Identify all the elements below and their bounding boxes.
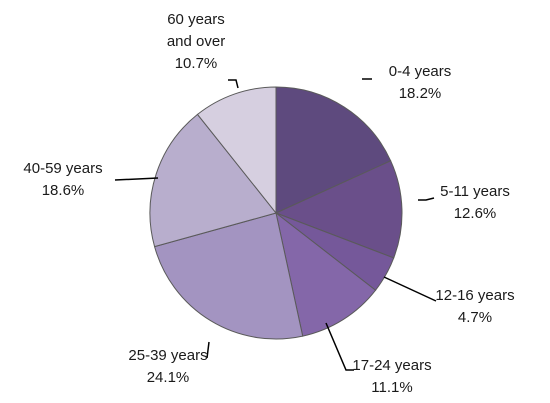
slice-label-6: 40-59 years 18.6% [23,160,102,199]
slice-category-label: 60 years [167,11,225,28]
slice-value-label: 18.6% [42,182,85,199]
leader-line-6 [114,177,159,181]
slice-category-label: 5-11 years [440,183,510,200]
leader-line-7 [228,79,239,89]
leader-line-2 [418,197,435,201]
pie-slice-4 [275,211,377,337]
slice-label-3: 12-16 years 4.7% [435,287,514,326]
slice-label-5: 25-39 years 24.1% [128,347,207,386]
pie-slices [149,86,403,340]
slice-value-label: 24.1% [147,369,190,386]
slice-label-1: 0-4 years 18.2% [389,63,452,102]
pie-slice-6 [149,113,277,248]
slice-category-label: and over [167,33,225,50]
leader-line-4 [325,322,354,371]
slice-category-label: 17-24 years [352,357,431,374]
slice-label-2: 5-11 years 12.6% [440,183,510,222]
leader-lines [114,78,437,371]
slice-value-label: 12.6% [454,205,497,222]
slice-value-label: 11.1% [371,379,412,396]
leader-line-3 [383,276,437,302]
slice-category-label: 0-4 years [389,63,452,80]
pie-slice-1 [275,86,392,214]
slice-label-7: 60 years and over 10.7% [167,11,225,72]
slice-value-label: 4.7% [458,309,492,326]
slice-value-label: 18.2% [399,85,442,102]
pie-slice-2 [274,160,403,259]
slice-category-label: 40-59 years [23,160,102,177]
pie-slice-7 [196,86,277,215]
slice-value-label: 10.7% [175,55,218,72]
leader-line-5 [206,341,210,359]
slice-category-label: 12-16 years [435,287,514,304]
pie-slice-5 [153,212,304,340]
slice-labels: 0-4 years 18.2% 5-11 years 12.6% 12-16 years… [23,11,514,396]
slice-category-label: 25-39 years [128,347,207,364]
slice-label-4: 17-24 years 11.1% [352,357,431,396]
